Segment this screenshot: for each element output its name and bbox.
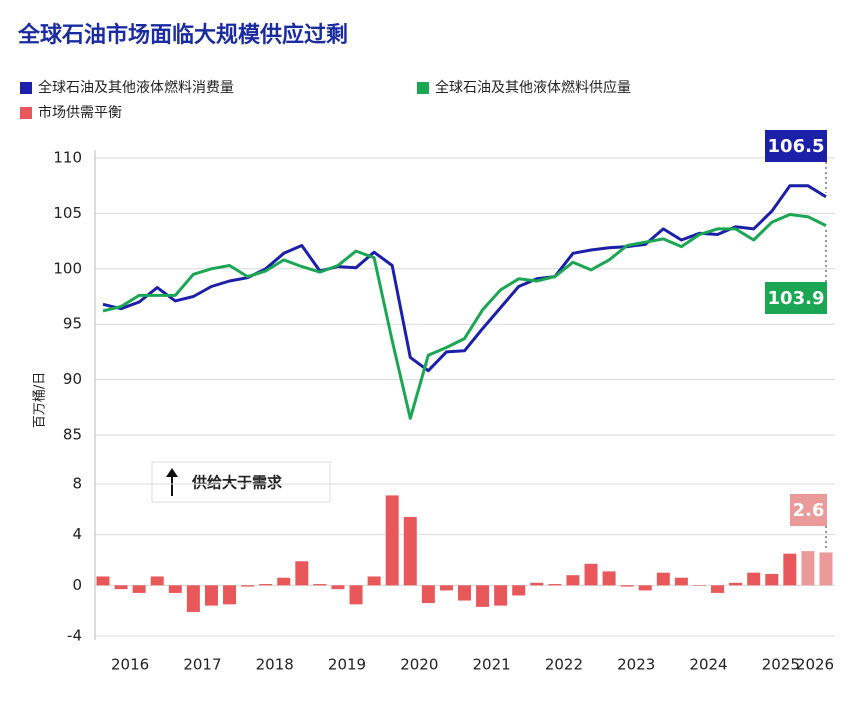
chart-title: 全球石油市场面临大规模供应过剩 — [17, 22, 348, 48]
bar — [656, 572, 670, 586]
y-tick-label: 95 — [63, 315, 82, 333]
bar — [439, 585, 453, 591]
x-tick-label: 2016 — [111, 656, 149, 674]
y-tick-label: 85 — [63, 426, 82, 444]
y-tick-label: 0 — [72, 576, 82, 594]
bar — [801, 551, 815, 586]
bar — [277, 577, 291, 586]
bar — [566, 575, 580, 586]
bar — [692, 585, 706, 586]
bar — [602, 571, 616, 586]
bar — [204, 585, 218, 606]
bar — [765, 573, 779, 586]
bar — [674, 577, 688, 586]
end-label-box — [790, 494, 827, 526]
line — [102, 213, 827, 420]
x-tick-label: 2019 — [328, 656, 366, 674]
bar — [638, 585, 652, 591]
note-text: 供给大于需求 — [191, 474, 283, 492]
y-tick-label: 105 — [53, 204, 82, 222]
bar — [168, 585, 182, 593]
end-label: 106.5 — [768, 136, 825, 157]
bar — [512, 585, 526, 596]
x-tick-label: 2018 — [256, 656, 294, 674]
legend-swatch — [417, 82, 429, 94]
end-label: 103.9 — [768, 288, 825, 309]
x-tick-label: 2025 — [762, 656, 800, 674]
legend-label: 全球石油及其他液体燃料供应量 — [435, 79, 631, 96]
x-tick-label: 2026 — [796, 656, 834, 674]
y-tick-label: -4 — [67, 627, 82, 645]
bar — [349, 585, 363, 605]
bar — [367, 576, 381, 586]
bar — [313, 584, 327, 586]
x-tick-label: 2023 — [617, 656, 655, 674]
y-tick-label: 8 — [72, 475, 82, 493]
bar — [494, 585, 508, 606]
x-tick-label: 2020 — [400, 656, 438, 674]
bar — [259, 584, 273, 586]
bar — [747, 572, 761, 586]
bar — [530, 582, 544, 586]
bar — [331, 585, 345, 590]
bar — [584, 563, 598, 586]
y-tick-label: 4 — [72, 525, 82, 543]
legend-swatch — [20, 82, 32, 94]
bar — [385, 495, 399, 586]
bar — [96, 576, 110, 586]
legend-swatch — [20, 107, 32, 119]
x-tick-label: 2017 — [183, 656, 221, 674]
bar — [403, 516, 417, 586]
bar — [186, 585, 200, 612]
bar — [241, 585, 255, 587]
bar — [711, 585, 725, 593]
y-tick-label: 90 — [63, 370, 82, 388]
y-tick-label: 100 — [53, 259, 82, 277]
x-tick-label: 2024 — [689, 656, 727, 674]
legend-label: 市场供需平衡 — [38, 104, 122, 121]
end-label: 2.6 — [793, 500, 825, 521]
bar — [223, 585, 237, 605]
note-box — [151, 461, 331, 503]
bar — [729, 582, 743, 586]
bar — [132, 585, 146, 593]
x-tick-label: 2022 — [545, 656, 583, 674]
x-tick-label: 2021 — [473, 656, 511, 674]
bar — [476, 585, 490, 607]
bar — [295, 561, 309, 586]
y-axis-label: 百万桶/日 — [33, 372, 48, 428]
bar — [819, 552, 833, 586]
bar — [548, 584, 562, 586]
bar — [620, 585, 634, 587]
bar — [150, 576, 164, 586]
end-label-box — [765, 130, 827, 162]
y-tick-label: 110 — [53, 149, 82, 167]
bar — [783, 553, 797, 586]
bar — [114, 585, 128, 590]
note-arrow-head — [166, 468, 178, 477]
bar — [421, 585, 435, 604]
bar — [458, 585, 471, 601]
legend-label: 全球石油及其他液体燃料消费量 — [38, 79, 234, 96]
end-label-box — [765, 282, 827, 314]
